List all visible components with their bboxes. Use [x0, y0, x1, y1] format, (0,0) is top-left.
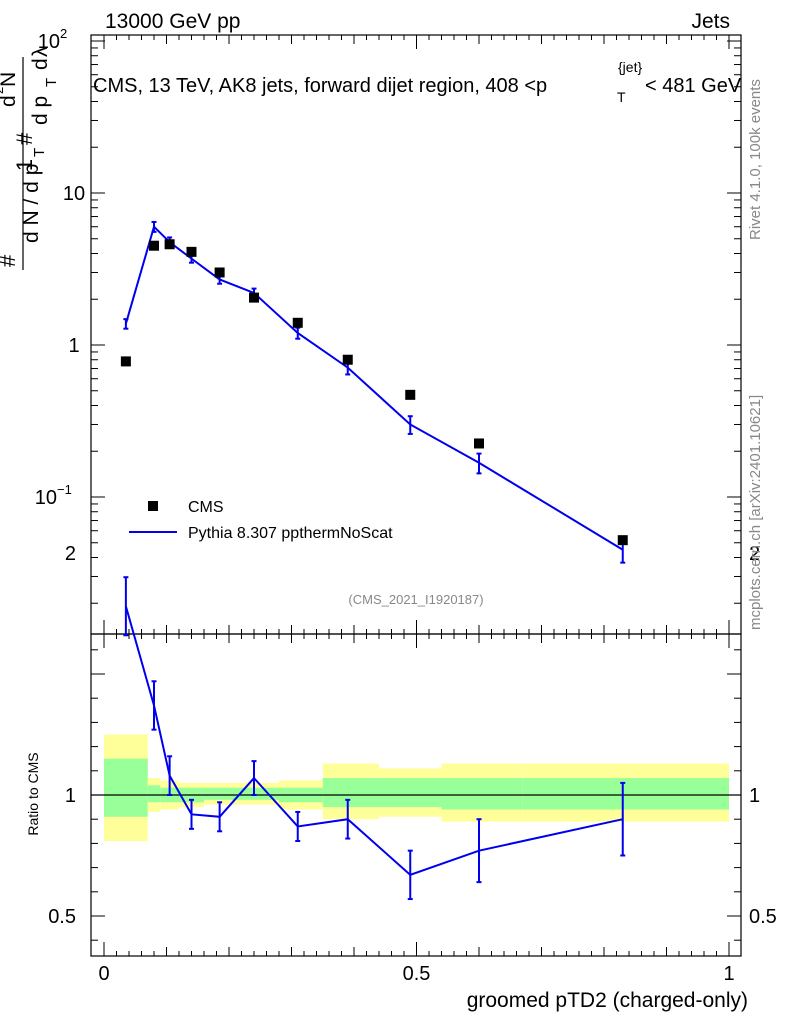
legend: CMS Pythia 8.307 ppthermNoScat	[129, 499, 393, 542]
x-tick-label: 0	[98, 963, 109, 985]
main-y-axis-label: 1 # d N / d p T # d 2 N d p T d λ	[0, 46, 60, 270]
ratio-y-tick-label: 0.5	[48, 906, 76, 928]
stat-uncertainty-band	[104, 758, 148, 817]
cms-data-point	[474, 438, 484, 449]
ylabel-part: d p	[29, 96, 52, 125]
stat-uncertainty-band	[147, 785, 161, 803]
ylabel-part: N	[0, 72, 20, 87]
cms-data-point	[120, 356, 131, 367]
x-tick-label: 0.5	[403, 963, 431, 985]
ylabel-part: d N / d p	[20, 164, 43, 243]
x-tick-label: 1	[723, 963, 734, 985]
stat-uncertainty-band	[522, 778, 729, 810]
cms-data-point	[405, 389, 416, 400]
stat-uncertainty-band	[235, 787, 279, 800]
y-tick-label: 10	[35, 487, 57, 509]
cms-data-point	[617, 535, 628, 546]
ratio-panel-frame: 0 0.5 1 0.5 0.5 1 1 2 2	[48, 543, 777, 985]
cms-data-point	[186, 246, 197, 257]
header-category-label: Jets	[691, 10, 730, 33]
cms-data-point	[292, 317, 303, 328]
cms-data-point	[149, 240, 159, 251]
stat-uncertainty-band	[441, 778, 523, 810]
ratio-y-tick-label: 2	[65, 543, 76, 565]
ratio-y-tick-label-right: 1	[749, 785, 760, 807]
plot-title-superscript: {jet}	[618, 59, 642, 75]
ratio-y-tick-label: 1	[65, 785, 76, 807]
stat-uncertainty-band	[322, 778, 379, 808]
ylabel-part: λ	[29, 46, 52, 57]
plot-title-subscript: T	[617, 89, 626, 105]
y-tick-label: 10	[38, 31, 60, 53]
legend-cms-label: CMS	[188, 499, 224, 516]
ylabel-part: d	[0, 95, 20, 107]
ratio-panel-marks	[123, 576, 626, 901]
ylabel-part: #	[0, 254, 20, 267]
y-tick-exponent: 2	[60, 26, 67, 41]
ratio-series-line	[124, 605, 623, 876]
ylabel-part: d	[29, 58, 52, 70]
cms-data-point	[164, 239, 175, 250]
ratio-y-tick-label-right: 2	[749, 543, 760, 565]
main-plot-border	[90, 34, 742, 635]
y-tick-label: 1	[68, 335, 79, 357]
x-axis-label: groomed pTD2 (charged-only)	[467, 989, 748, 1012]
legend-cms-marker	[148, 501, 158, 511]
ylabel-part: T	[43, 78, 60, 87]
cms-data-point	[249, 292, 259, 303]
analysis-watermark: (CMS_2021_I1920187)	[348, 592, 483, 607]
ylabel-part: 1	[12, 159, 37, 171]
legend-pythia-label: Pythia 8.307 ppthermNoScat	[188, 525, 393, 542]
stat-uncertainty-band	[204, 787, 236, 800]
ylabel-part: 2	[0, 87, 6, 94]
y-tick-label: 10	[63, 183, 85, 205]
cms-data-point	[342, 354, 353, 365]
plot-title-tail: < 481 GeV	[645, 75, 742, 97]
mcplots-source-label: mcplots.cern.ch [arXiv:2401.10621]	[747, 395, 764, 630]
rivet-version-label: Rivet 4.1.0, 100k events	[747, 79, 764, 240]
stat-uncertainty-band	[379, 778, 442, 808]
ylabel-part: #	[12, 132, 37, 145]
y-tick-exponent: −1	[57, 482, 72, 497]
ratio-y-axis-label: Ratio to CMS	[25, 752, 41, 835]
plot-title: CMS, 13 TeV, AK8 jets, forward dijet reg…	[93, 75, 547, 97]
cms-data-point	[214, 267, 225, 278]
header-energy-label: 13000 GeV pp	[105, 10, 240, 33]
ratio-y-tick-label-right: 0.5	[749, 906, 777, 928]
main-panel-marks	[120, 220, 628, 564]
ratio-uncertainty-bands	[104, 734, 729, 841]
ylabel-part: T	[31, 148, 48, 157]
